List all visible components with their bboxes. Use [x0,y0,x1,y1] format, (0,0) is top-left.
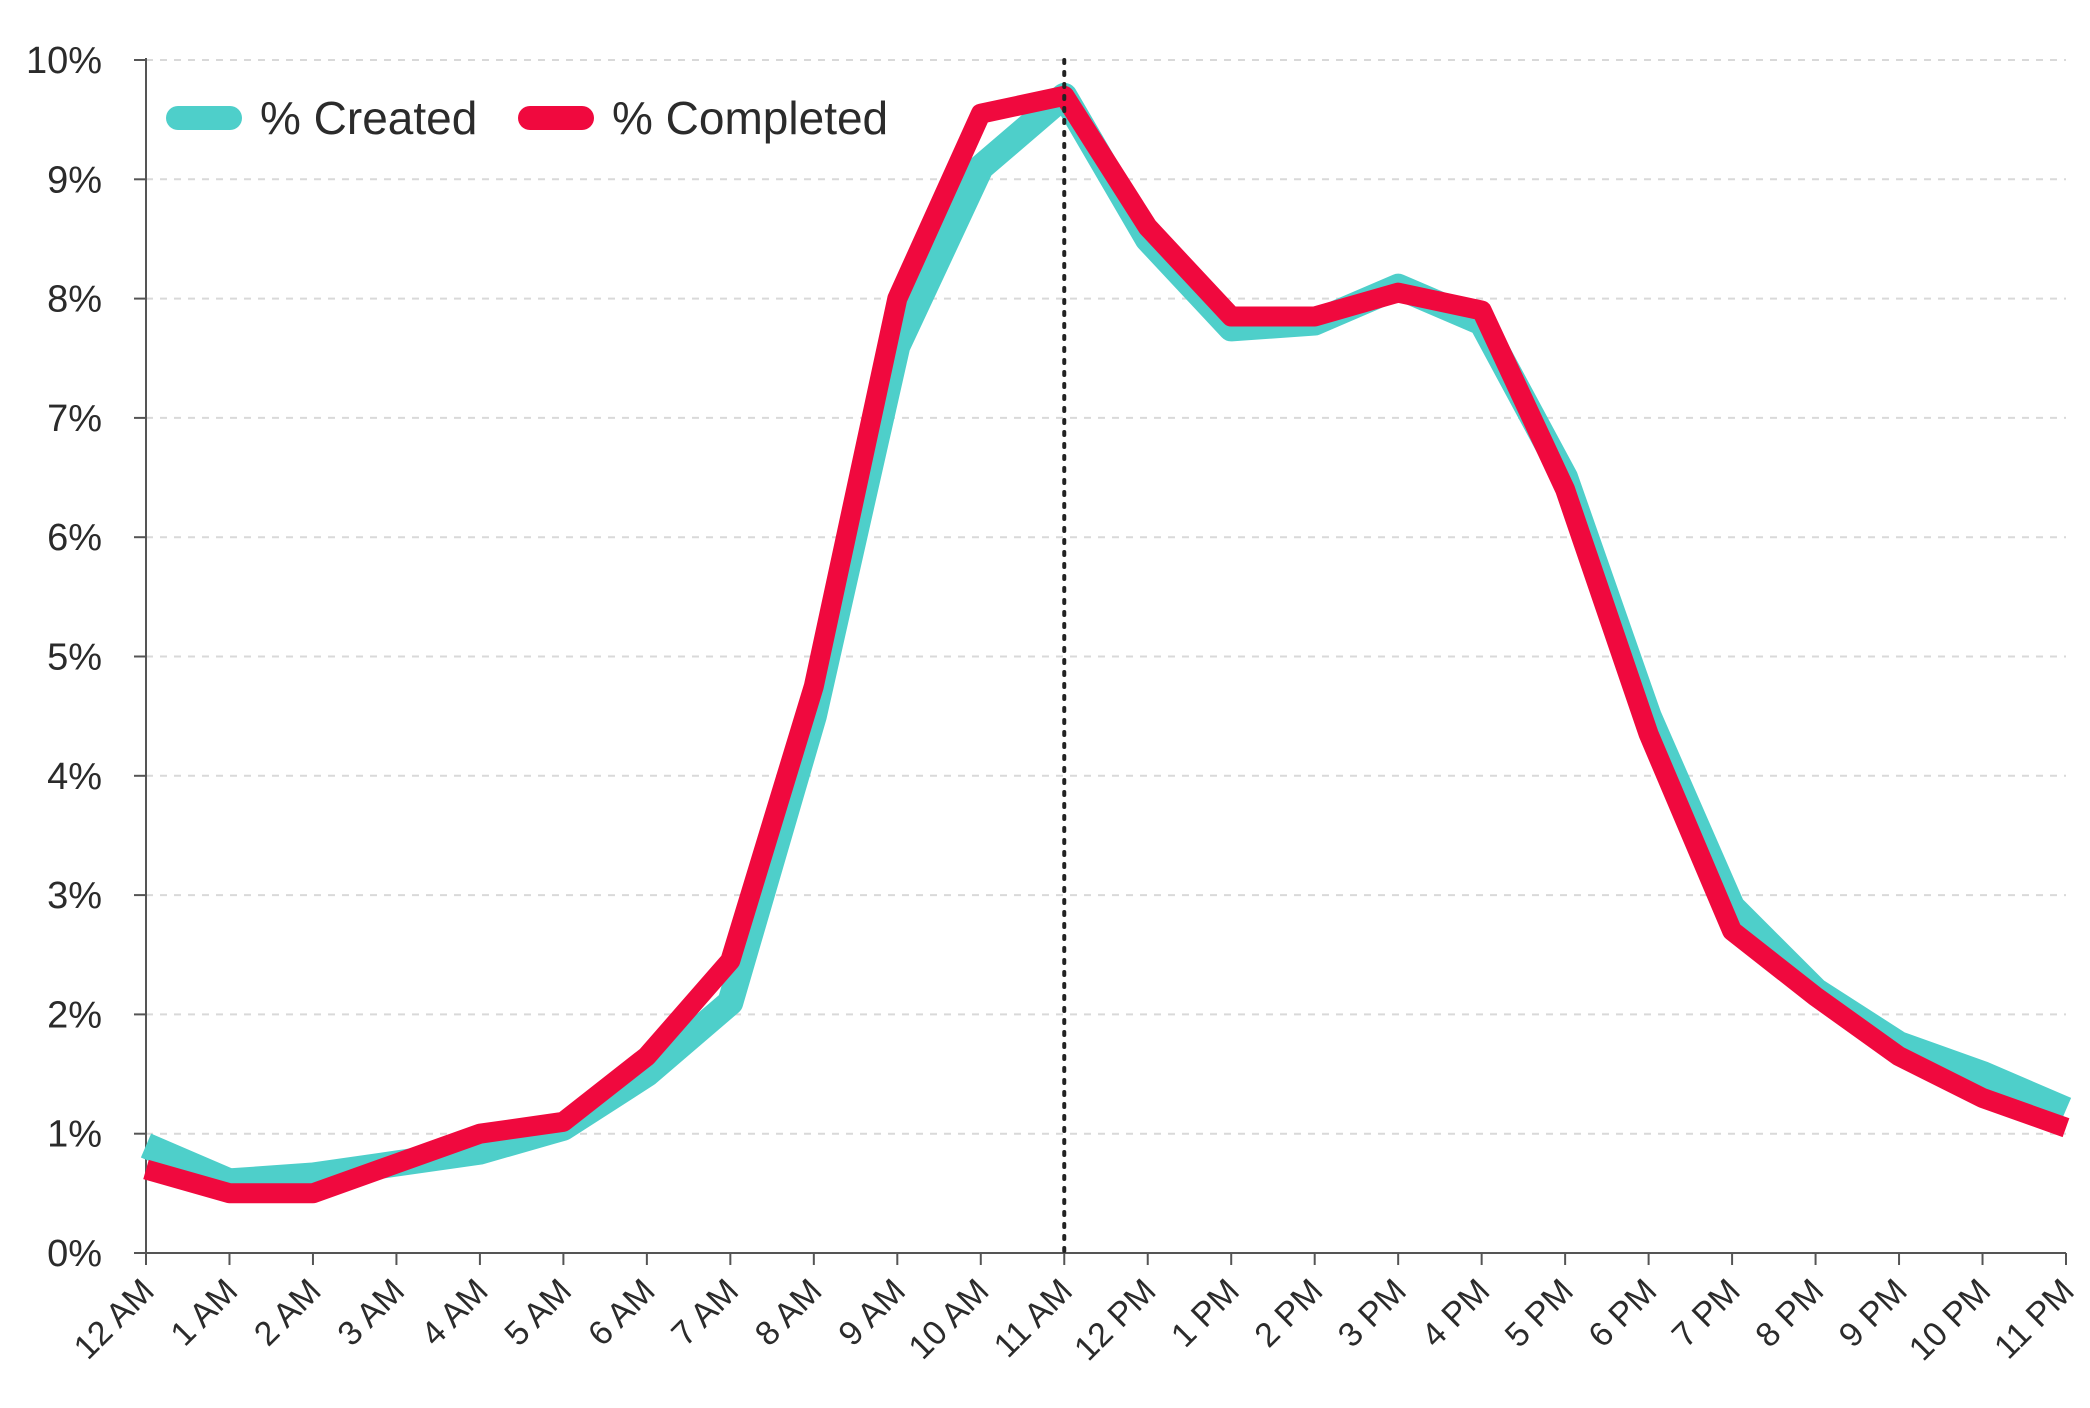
data-point-completed [312,1192,314,1194]
x-tick-label: 4 PM [1414,1272,1497,1355]
x-tick-label: 10 PM [1902,1272,1998,1368]
data-point-created [729,1001,731,1003]
x-tick-label: 4 AM [414,1272,496,1354]
data-point-created [228,1180,230,1182]
data-point-completed [228,1192,230,1194]
data-point-created [1982,1073,1984,1075]
data-point-completed [395,1163,397,1165]
data-point-completed [896,298,898,300]
data-point-completed [646,1055,648,1057]
data-point-completed [479,1133,481,1135]
x-tick-label: 1 AM [163,1272,245,1354]
y-tick-label: 2% [47,994,102,1036]
x-tick-label: 11 AM [987,1272,1080,1365]
data-point-completed [1648,733,1650,735]
data-point-created [646,1073,648,1075]
data-point-completed [729,960,731,962]
x-tick-label: 3 AM [330,1272,412,1354]
x-tick-label: 11 PM [1987,1272,2082,1367]
x-tick-label: 8 AM [748,1272,830,1354]
legend-label-created: % Created [260,92,477,144]
x-tick-label: 6 AM [581,1272,663,1354]
series-line-created [140,82,2072,1195]
x-tick-label: 5 AM [497,1272,579,1354]
x-tick-label: 12 PM [1067,1272,1163,1368]
y-tick-label: 5% [47,637,102,679]
data-point-completed [1481,310,1483,312]
data-point-created [479,1151,481,1153]
x-tick-label: 7 PM [1665,1272,1748,1355]
data-point-completed [1898,1055,1900,1057]
gridlines [146,59,2066,1135]
series-line-completed [143,85,2070,1204]
data-point-completed [980,113,982,115]
legend-label-completed: % Completed [612,92,888,144]
x-tick-label: 3 PM [1331,1272,1414,1355]
x-tick-label: 7 AM [664,1272,746,1354]
data-point-created [980,166,982,168]
data-point-completed [1147,226,1149,228]
x-tick-label: 9 AM [831,1272,913,1354]
x-tick-label: 2 PM [1247,1272,1330,1355]
y-tick-label: 3% [47,875,102,917]
data-point-completed [1230,315,1232,317]
legend: % Created % Completed [166,92,888,144]
data-point-completed [1731,930,1733,932]
data-point-completed [813,685,815,687]
y-tick-label: 0% [47,1233,102,1275]
data-point-completed [2065,1127,2067,1129]
x-tick-label: 12 AM [67,1272,162,1367]
data-point-created [2065,1109,2067,1111]
y-tick-label: 9% [47,159,102,201]
x-tick-label: 8 PM [1748,1272,1831,1355]
data-point-completed [1982,1097,1984,1099]
y-tick-label: 6% [47,517,102,559]
data-point-completed [145,1168,147,1170]
data-point-completed [1314,315,1316,317]
y-tick-label: 8% [47,279,102,321]
data-point-completed [1564,488,1566,490]
x-tick-label: 2 AM [247,1272,329,1354]
data-point-created [145,1145,147,1147]
y-tick-label: 4% [47,756,102,798]
x-tick-label: 6 PM [1581,1272,1664,1355]
data-point-completed [562,1121,564,1123]
x-tick-label: 5 PM [1498,1272,1581,1355]
data-point-created [1230,327,1232,329]
y-tick-label: 10% [26,40,102,82]
x-tick-label: 1 PM [1164,1272,1247,1355]
data-point-created [312,1174,314,1176]
data-point-completed [1397,292,1399,294]
y-tick-label: 7% [47,398,102,440]
data-point-completed [1815,996,1817,998]
x-tick-label: 10 AM [901,1272,996,1367]
y-tick-label: 1% [47,1114,102,1156]
series-lines [140,82,2072,1204]
